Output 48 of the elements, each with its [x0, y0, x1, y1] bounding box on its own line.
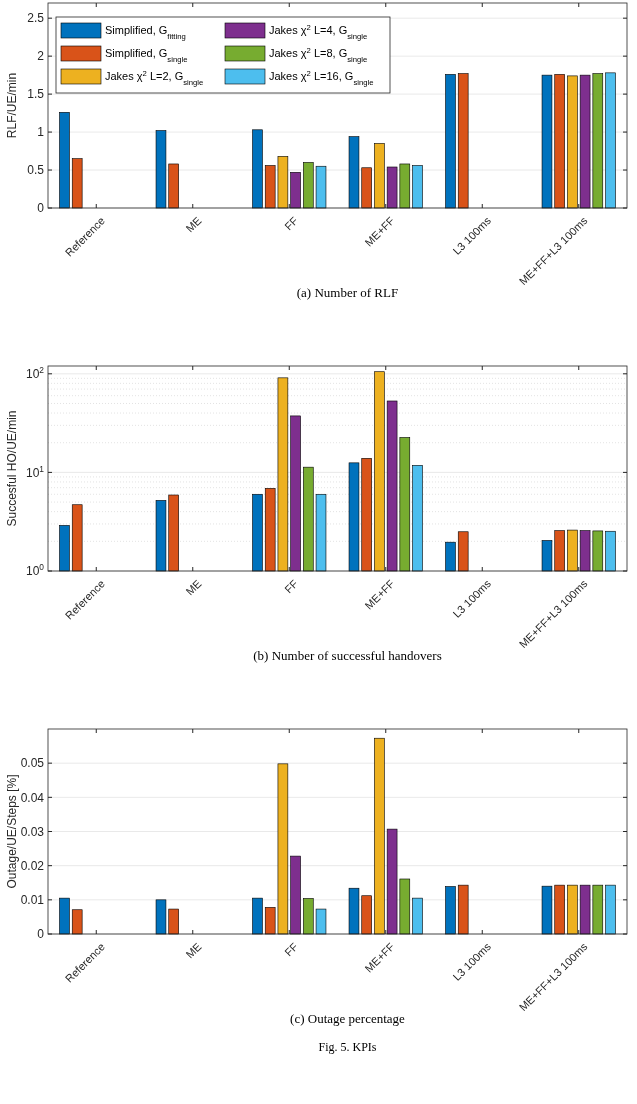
bar [412, 165, 423, 209]
text: (c) Outage percentage [290, 1011, 406, 1026]
bar [445, 886, 456, 935]
y-tick-label: 0 [37, 201, 45, 216]
legend-label: Jakes χ$^{2}$ L=4, G$_{single}$ [269, 22, 368, 41]
y-tick-label: 1 [37, 125, 45, 140]
y-tick-label: 0.5 [27, 163, 45, 178]
bar [252, 129, 263, 209]
bar [605, 884, 616, 935]
y-tick-label: 10$^{0}$ [25, 562, 45, 579]
bar [605, 72, 616, 209]
legend-label: Jakes χ$^{2}$ L=2, G$_{single}$ [105, 68, 204, 87]
text: (b) Number of successful handovers [253, 648, 442, 663]
y-tick-label: 2.5 [27, 11, 45, 26]
caption: Fig. 5. KPIs [318, 1040, 377, 1054]
y-tick-label: 0 [37, 927, 45, 942]
bar [457, 73, 469, 209]
legend-label: Jakes χ$^{2}$ L=16, G$_{single}$ [269, 68, 374, 87]
legend-label: Simplified, G$_{fitting}$ [105, 24, 186, 41]
x-tick-label: FF [282, 577, 301, 596]
y-tick-label: 10$^{1}$ [25, 463, 45, 480]
bar [59, 112, 70, 209]
bar [445, 74, 456, 209]
bar [71, 909, 83, 935]
y-tick-label: 0.05 [20, 756, 45, 771]
x-tick-label: FF [282, 940, 301, 959]
x-tick-label: ME [183, 940, 204, 961]
bar [71, 158, 83, 209]
y-tick-label: 1.5 [27, 87, 45, 102]
x-tick-label: ME [183, 214, 204, 235]
y-tick-label: 0.02 [20, 858, 45, 873]
bar [59, 897, 70, 935]
y-tick-label: 0.04 [20, 790, 45, 805]
y-axis-title: Succesful HO/UE/min [5, 410, 19, 527]
bar [412, 897, 423, 935]
y-tick-label: 0.01 [20, 893, 45, 908]
y-axis-title: Outage/UE/Steps [%] [5, 774, 19, 889]
y-tick-label: 2 [37, 49, 45, 64]
text: (a) Number of RLF [296, 285, 399, 300]
legend-label: Simplified, G$_{single}$ [105, 47, 188, 64]
legend-label: Jakes χ$^{2}$ L=8, G$_{single}$ [269, 45, 368, 64]
x-tick-label: ME [183, 577, 204, 598]
bar [457, 884, 469, 935]
y-tick-label: 10$^{2}$ [25, 365, 45, 382]
y-axis-title: RLF/UE/min [5, 72, 19, 139]
y-tick-label: 0.03 [20, 824, 45, 839]
bar [252, 897, 263, 935]
x-tick-label: FF [282, 214, 301, 233]
